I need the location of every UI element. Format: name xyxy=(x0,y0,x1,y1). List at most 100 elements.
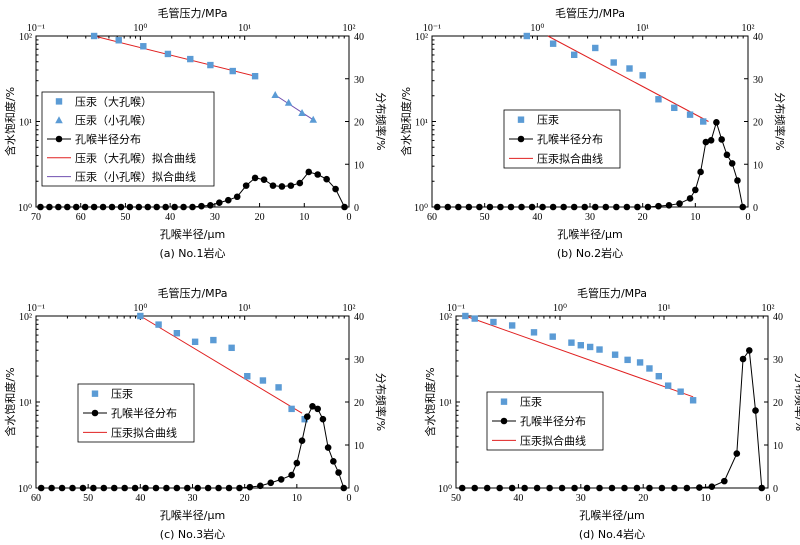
mercury-point xyxy=(173,330,181,337)
distribution-point xyxy=(236,484,243,492)
legend-square-marker xyxy=(517,116,525,123)
distribution-point xyxy=(287,182,295,189)
distribution-point xyxy=(72,203,80,211)
distribution-point xyxy=(521,484,528,492)
mercury-point xyxy=(571,51,578,59)
legend-label: 压汞 xyxy=(520,396,542,409)
distribution-point xyxy=(658,484,666,492)
right-tick-label: 40 xyxy=(753,32,763,43)
panel-caption: (b) No.2岩心 xyxy=(557,246,623,260)
distribution-point xyxy=(207,201,214,209)
mercury-point xyxy=(577,342,584,349)
distribution-point xyxy=(507,203,515,211)
right-tick-label: 20 xyxy=(354,398,364,409)
top-tick-label: 10¹ xyxy=(658,303,671,314)
distribution-point xyxy=(665,201,673,209)
legend-label: 压汞 xyxy=(537,114,559,127)
x-axis-label: 孔喉半径/μm xyxy=(160,227,225,241)
distribution-point xyxy=(581,203,589,211)
distribution-point xyxy=(79,484,87,492)
left-tick-label: 10⁰ xyxy=(18,203,32,214)
right-tick-label: 20 xyxy=(753,118,763,129)
legend-label: 孔喉半径分布 xyxy=(520,414,586,428)
mercury-point xyxy=(155,321,162,328)
fit-line xyxy=(140,315,303,414)
mercury-point xyxy=(210,336,217,344)
distribution-point xyxy=(560,203,567,211)
left-tick-label: 10¹ xyxy=(415,118,428,129)
mercury-point xyxy=(689,397,697,404)
distribution-point xyxy=(269,182,277,189)
right-tick-label: 40 xyxy=(773,312,783,323)
x-tick-label: 30 xyxy=(210,212,220,223)
distribution-point xyxy=(613,203,620,211)
distribution-point xyxy=(739,203,747,211)
distribution-point xyxy=(476,203,483,211)
mercury-point xyxy=(549,333,556,340)
top-tick-label: 10⁰ xyxy=(553,303,567,314)
distribution-point xyxy=(251,174,259,182)
top-tick-label: 10⁰ xyxy=(133,23,147,34)
x-tick-label: 40 xyxy=(513,493,523,504)
left-tick-label: 10² xyxy=(439,312,452,323)
distribution-point xyxy=(758,484,766,492)
mercury-point xyxy=(508,322,516,329)
x-tick-label: 20 xyxy=(638,212,648,223)
top-tick-label: 10¹ xyxy=(238,23,251,34)
distribution-point xyxy=(558,484,566,492)
distribution-point xyxy=(173,484,181,492)
distribution-point xyxy=(546,484,553,492)
distribution-point xyxy=(497,203,504,211)
distribution-point xyxy=(696,484,703,491)
distribution-point xyxy=(646,484,653,492)
mercury-point xyxy=(639,72,646,79)
mercury-point xyxy=(530,329,538,336)
mercury-point xyxy=(471,315,478,322)
x-tick-label: 10 xyxy=(690,212,700,223)
right-tick-label: 10 xyxy=(354,441,364,452)
left-axis-label: 含水饱和度/% xyxy=(3,87,17,156)
top-axis-label: 毛管压力/MPa xyxy=(157,6,227,20)
x-tick-label: 40 xyxy=(135,493,145,504)
x-tick-label: 40 xyxy=(165,212,175,223)
distribution-point xyxy=(591,203,599,211)
mercury-point xyxy=(655,96,662,103)
distribution-point xyxy=(733,450,741,457)
distribution-point xyxy=(131,484,139,492)
x-tick-label: 10 xyxy=(299,212,309,223)
mercury-small-point xyxy=(309,115,318,123)
legend-label: 压汞（大孔喉）拟合曲线 xyxy=(75,151,196,165)
chart-panel-3: 60 50 40 30 20 10 0 10⁻¹ 10⁰ 10¹ 10² 10² 10¹ 10⁰ 40 30 2… xyxy=(3,286,388,541)
top-tick-label: 10² xyxy=(762,303,775,314)
distribution-point xyxy=(602,203,610,211)
distribution-point xyxy=(465,203,473,211)
x-tick-label: 30 xyxy=(188,493,198,504)
top-tick-label: 10¹ xyxy=(636,23,649,34)
legend: 压汞（大孔喉） 压汞（小孔喉） 孔喉半径分布压汞（大孔喉）拟合曲线压汞（小孔喉）拟合… xyxy=(41,91,215,187)
top-axis-label: 毛管压力/MPa xyxy=(555,6,625,20)
right-tick-label: 10 xyxy=(773,441,783,452)
mercury-point xyxy=(626,65,633,72)
mercury-point xyxy=(462,312,469,320)
distribution-point xyxy=(90,203,98,211)
legend-label: 压汞（小孔喉） xyxy=(75,114,152,127)
distribution-point xyxy=(216,199,223,207)
distribution-point xyxy=(288,471,295,479)
legend-circle-marker xyxy=(91,409,99,417)
distribution-point xyxy=(69,484,76,492)
mercury-point xyxy=(596,346,603,353)
x-tick-label: 70 xyxy=(31,212,41,223)
mercury-point xyxy=(655,373,662,380)
distribution-point xyxy=(683,484,691,492)
panel-caption: (c) No.3岩心 xyxy=(160,527,225,541)
distribution-point xyxy=(608,484,616,492)
x-tick-label: 30 xyxy=(585,212,595,223)
x-axis-label: 孔喉半径/μm xyxy=(160,508,225,522)
right-tick-label: 30 xyxy=(354,75,364,86)
right-tick-label: 0 xyxy=(773,484,778,495)
x-tick-label: 30 xyxy=(576,493,586,504)
distribution-point xyxy=(330,458,337,465)
top-tick-label: 10⁰ xyxy=(530,23,544,34)
distribution-point xyxy=(162,203,169,211)
x-tick-label: 10 xyxy=(701,493,711,504)
